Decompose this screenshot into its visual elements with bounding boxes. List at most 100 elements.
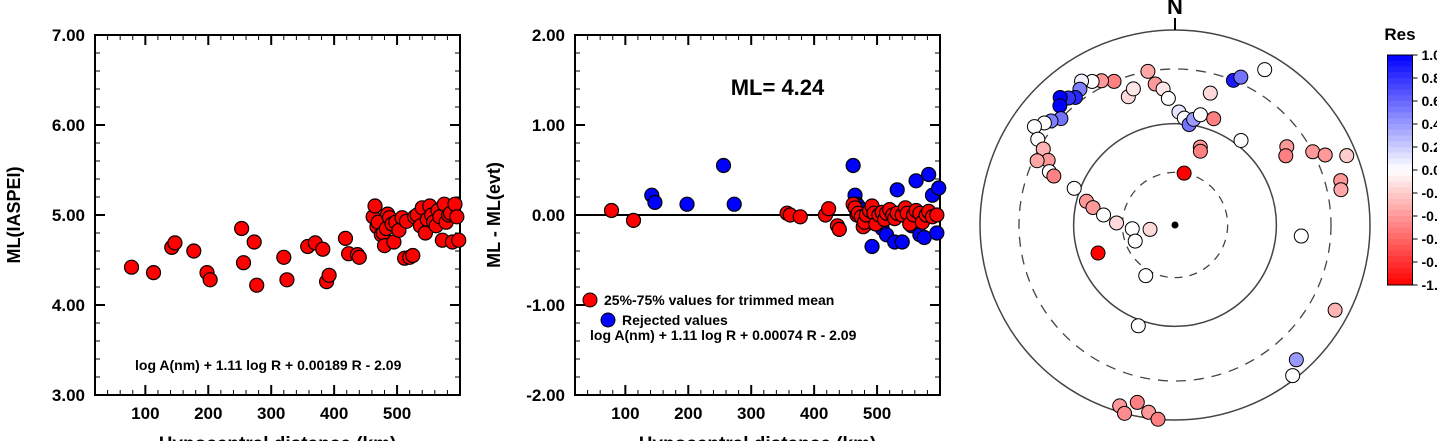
data-point	[250, 278, 264, 292]
data-point	[406, 249, 420, 263]
svg-text:-0.4: -0.4	[1422, 208, 1437, 224]
data-point	[168, 236, 182, 250]
svg-text:400: 400	[320, 404, 348, 423]
svg-text:0.0: 0.0	[1422, 162, 1437, 178]
residual-point	[1161, 91, 1175, 105]
data-point-trimmed	[793, 210, 807, 224]
data-point	[316, 242, 330, 256]
legend-marker-red	[583, 293, 597, 307]
svg-text:-2.00: -2.00	[526, 386, 565, 405]
svg-text:100: 100	[611, 404, 639, 423]
data-point-trimmed	[832, 222, 846, 236]
svg-text:2.00: 2.00	[532, 26, 565, 45]
svg-text:0.6: 0.6	[1422, 93, 1437, 109]
data-point	[147, 266, 161, 280]
residual-point	[1139, 269, 1153, 283]
data-point	[237, 256, 251, 270]
data-point	[125, 260, 139, 274]
data-point-trimmed	[627, 213, 641, 227]
panel2-svg: -2.00 -1.00 0.00 1.00 2.00 100 200 300 400 500 ML …	[480, 0, 960, 441]
svg-text:300: 300	[737, 404, 765, 423]
residual-point	[1340, 149, 1354, 163]
data-point	[322, 268, 336, 282]
data-point	[203, 273, 217, 287]
data-point-trimmed	[930, 208, 944, 222]
svg-text:N: N	[1167, 0, 1183, 19]
residual-point	[1306, 145, 1320, 159]
svg-text:-1.0: -1.0	[1422, 277, 1437, 293]
data-point	[450, 210, 464, 224]
data-point	[235, 222, 249, 236]
data-point-rejected	[909, 174, 923, 188]
residual-point	[1294, 229, 1308, 243]
svg-text:-1.00: -1.00	[526, 296, 565, 315]
svg-text:4.00: 4.00	[52, 296, 85, 315]
data-point-rejected	[895, 235, 909, 249]
svg-text:log A(nm) + 1.11 log R + 0.001: log A(nm) + 1.11 log R + 0.00189 R - 2.0…	[135, 357, 402, 373]
residual-point	[1193, 144, 1207, 158]
residual-point	[1328, 303, 1342, 317]
svg-text:200: 200	[674, 404, 702, 423]
svg-text:200: 200	[194, 404, 222, 423]
svg-text:100: 100	[131, 404, 159, 423]
data-point-rejected	[717, 159, 731, 173]
svg-text:0.8: 0.8	[1422, 70, 1437, 86]
svg-text:Rejected values: Rejected values	[622, 312, 728, 328]
svg-text:300: 300	[257, 404, 285, 423]
data-point	[280, 273, 294, 287]
residual-point	[1234, 133, 1248, 147]
data-point-rejected	[890, 183, 904, 197]
svg-text:25%-75% values for trimmed mea: 25%-75% values for trimmed mean	[604, 292, 834, 308]
residual-point	[1207, 112, 1221, 126]
svg-text:ML - ML(evt): ML - ML(evt)	[484, 162, 504, 268]
residual-point	[1318, 148, 1332, 162]
data-point-rejected	[932, 181, 946, 195]
svg-text:Hypocentral distance (km): Hypocentral distance (km)	[159, 434, 397, 441]
data-point-trimmed	[605, 204, 619, 218]
residual-point	[1110, 216, 1124, 230]
data-point-rejected	[922, 168, 936, 182]
residual-point	[1130, 395, 1144, 409]
svg-text:400: 400	[800, 404, 828, 423]
residual-point	[1128, 234, 1142, 248]
data-point	[352, 250, 366, 264]
data-point	[338, 231, 352, 245]
data-point-rejected	[917, 231, 931, 245]
svg-text:0.2: 0.2	[1422, 139, 1437, 155]
panel3-svg: NResiduals as a function of azimuth and …	[960, 0, 1437, 441]
residual-point	[1203, 86, 1217, 100]
residual-point	[1234, 70, 1248, 84]
svg-text:7.00: 7.00	[52, 26, 85, 45]
data-point	[187, 244, 201, 258]
svg-text:Hypocentral distance (km): Hypocentral distance (km)	[639, 434, 877, 441]
residual-point	[1151, 412, 1165, 426]
panel1-svg: 3.00 4.00 5.00 6.00 7.00 100 200 300 400 500 ML(IA…	[0, 0, 480, 441]
residual-point	[1141, 64, 1155, 78]
data-point	[448, 197, 462, 211]
chart-container: 3.00 4.00 5.00 6.00 7.00 100 200 300 400 500 ML(IA…	[0, 0, 1437, 441]
svg-text:1.0: 1.0	[1422, 47, 1437, 63]
residual-point	[1097, 208, 1111, 222]
residual-point	[1091, 246, 1105, 260]
svg-text:500: 500	[383, 404, 411, 423]
svg-text:0.00: 0.00	[532, 206, 565, 225]
data-point	[368, 199, 382, 213]
residual-point	[1126, 82, 1140, 96]
data-point-rejected	[680, 197, 694, 211]
svg-text:1.00: 1.00	[532, 116, 565, 135]
svg-text:500: 500	[863, 404, 891, 423]
svg-text:5.00: 5.00	[52, 206, 85, 225]
residual-point	[1067, 181, 1081, 195]
data-point	[452, 233, 466, 247]
residual-point	[1027, 120, 1041, 134]
svg-text:-0.8: -0.8	[1422, 254, 1437, 270]
residual-point	[1107, 74, 1121, 88]
data-point-rejected	[648, 195, 662, 209]
svg-text:-0.2: -0.2	[1422, 185, 1437, 201]
residual-point	[1193, 108, 1207, 122]
residual-point	[1258, 63, 1272, 77]
residual-point	[1053, 99, 1067, 113]
data-point-trimmed	[822, 202, 836, 216]
svg-text:Res: Res	[1384, 25, 1415, 44]
residual-point	[1289, 353, 1303, 367]
